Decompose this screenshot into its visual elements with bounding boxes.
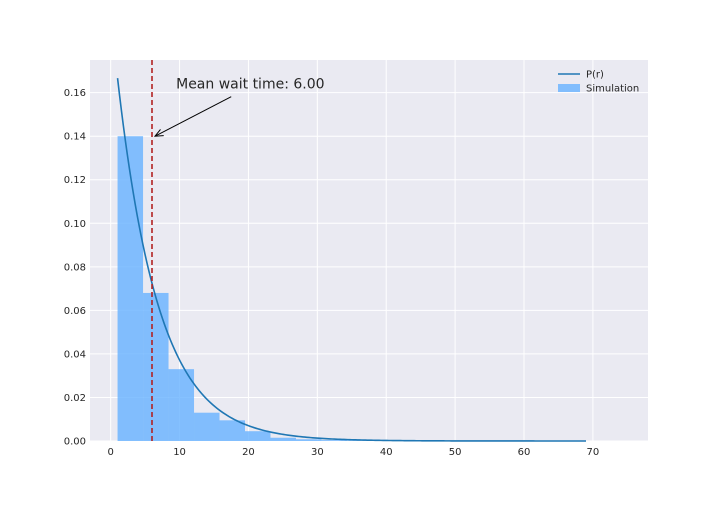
x-tick-label: 30 (311, 447, 324, 458)
y-tick-label: 0.12 (64, 175, 86, 186)
legend-label-histogram: Simulation (586, 84, 639, 95)
histogram-bar (169, 369, 194, 441)
y-tick-label: 0.04 (64, 349, 86, 360)
annotation-text: Mean wait time: 6.00 (176, 77, 324, 93)
x-tick-label: 20 (242, 447, 255, 458)
legend-patch-swatch (558, 84, 580, 92)
histogram-bar (321, 440, 346, 441)
histogram-bar (245, 431, 270, 441)
y-tick-label: 0.14 (64, 132, 86, 143)
y-tick-label: 0.08 (64, 262, 86, 273)
x-tick-label: 60 (518, 447, 531, 458)
histogram-bar (270, 438, 295, 441)
histogram-bar (118, 136, 143, 441)
x-tick-label: 50 (449, 447, 462, 458)
y-tick-label: 0.00 (64, 437, 86, 448)
histogram-bar (194, 413, 219, 441)
x-tick-label: 10 (173, 447, 186, 458)
x-tick-label: 40 (380, 447, 393, 458)
x-tick-label: 70 (587, 447, 600, 458)
legend-label-curve: P(r) (586, 70, 604, 81)
y-tick-label: 0.10 (64, 219, 86, 230)
histogram-bar (296, 439, 321, 441)
y-tick-label: 0.16 (64, 88, 86, 99)
x-tick-label: 0 (107, 447, 113, 458)
y-tick-label: 0.06 (64, 306, 86, 317)
histogram-bar (143, 293, 168, 441)
y-tick-label: 0.02 (64, 393, 86, 404)
x-axis-ticks: 0 10 20 30 40 50 60 70 (107, 447, 599, 458)
y-axis-ticks: 0.00 0.02 0.04 0.06 0.08 0.10 0.12 0.14 0.16 (64, 88, 86, 447)
